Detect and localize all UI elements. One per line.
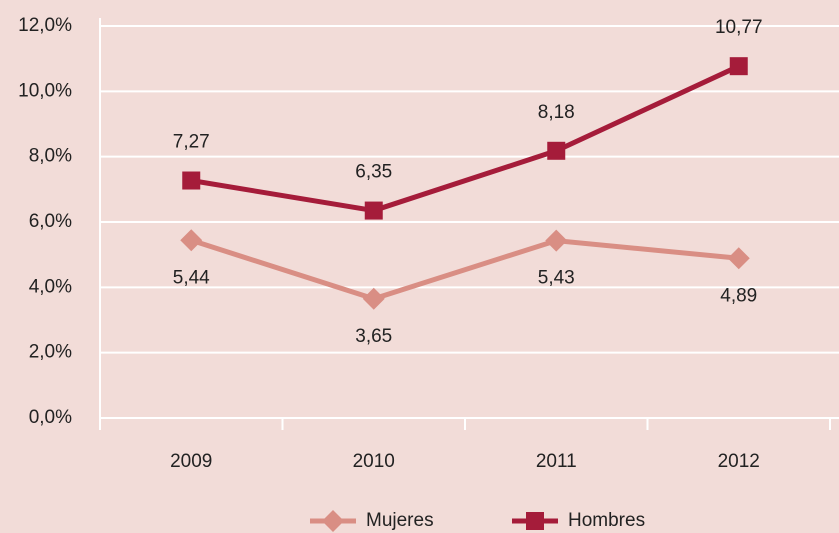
marker [547, 141, 566, 160]
marker [180, 229, 203, 252]
series-line [190, 63, 740, 214]
x-tick-label: 2009 [170, 451, 212, 472]
y-tick-label: 10,0% [18, 80, 72, 101]
data-label: 5,44 [173, 267, 210, 288]
data-label: 8,18 [538, 102, 575, 123]
y-tick-label: 0,0% [29, 407, 72, 428]
data-label: 4,89 [720, 285, 757, 306]
data-label: 6,35 [355, 162, 392, 183]
marker [362, 287, 385, 310]
marker [526, 512, 544, 530]
y-tick-label: 4,0% [29, 276, 72, 297]
y-tick-label: 6,0% [29, 211, 72, 232]
legend-label: Mujeres [366, 510, 434, 531]
y-tick-label: 12,0% [18, 15, 72, 36]
series-line [190, 237, 739, 302]
marker [182, 171, 201, 190]
data-label: 3,65 [355, 326, 392, 347]
marker [322, 510, 344, 532]
x-tick-label: 2012 [718, 451, 760, 472]
marker [727, 247, 750, 270]
data-label: 10,77 [715, 17, 763, 38]
data-label: 5,43 [538, 268, 575, 289]
marker [729, 57, 748, 76]
legend-label: Hombres [568, 510, 645, 531]
marker [545, 229, 568, 252]
data-label: 7,27 [173, 132, 210, 153]
y-tick-label: 8,0% [29, 146, 72, 167]
x-tick-label: 2010 [353, 451, 395, 472]
x-tick-label: 2011 [536, 451, 577, 472]
marker [364, 201, 383, 220]
y-tick-label: 2,0% [29, 342, 72, 363]
